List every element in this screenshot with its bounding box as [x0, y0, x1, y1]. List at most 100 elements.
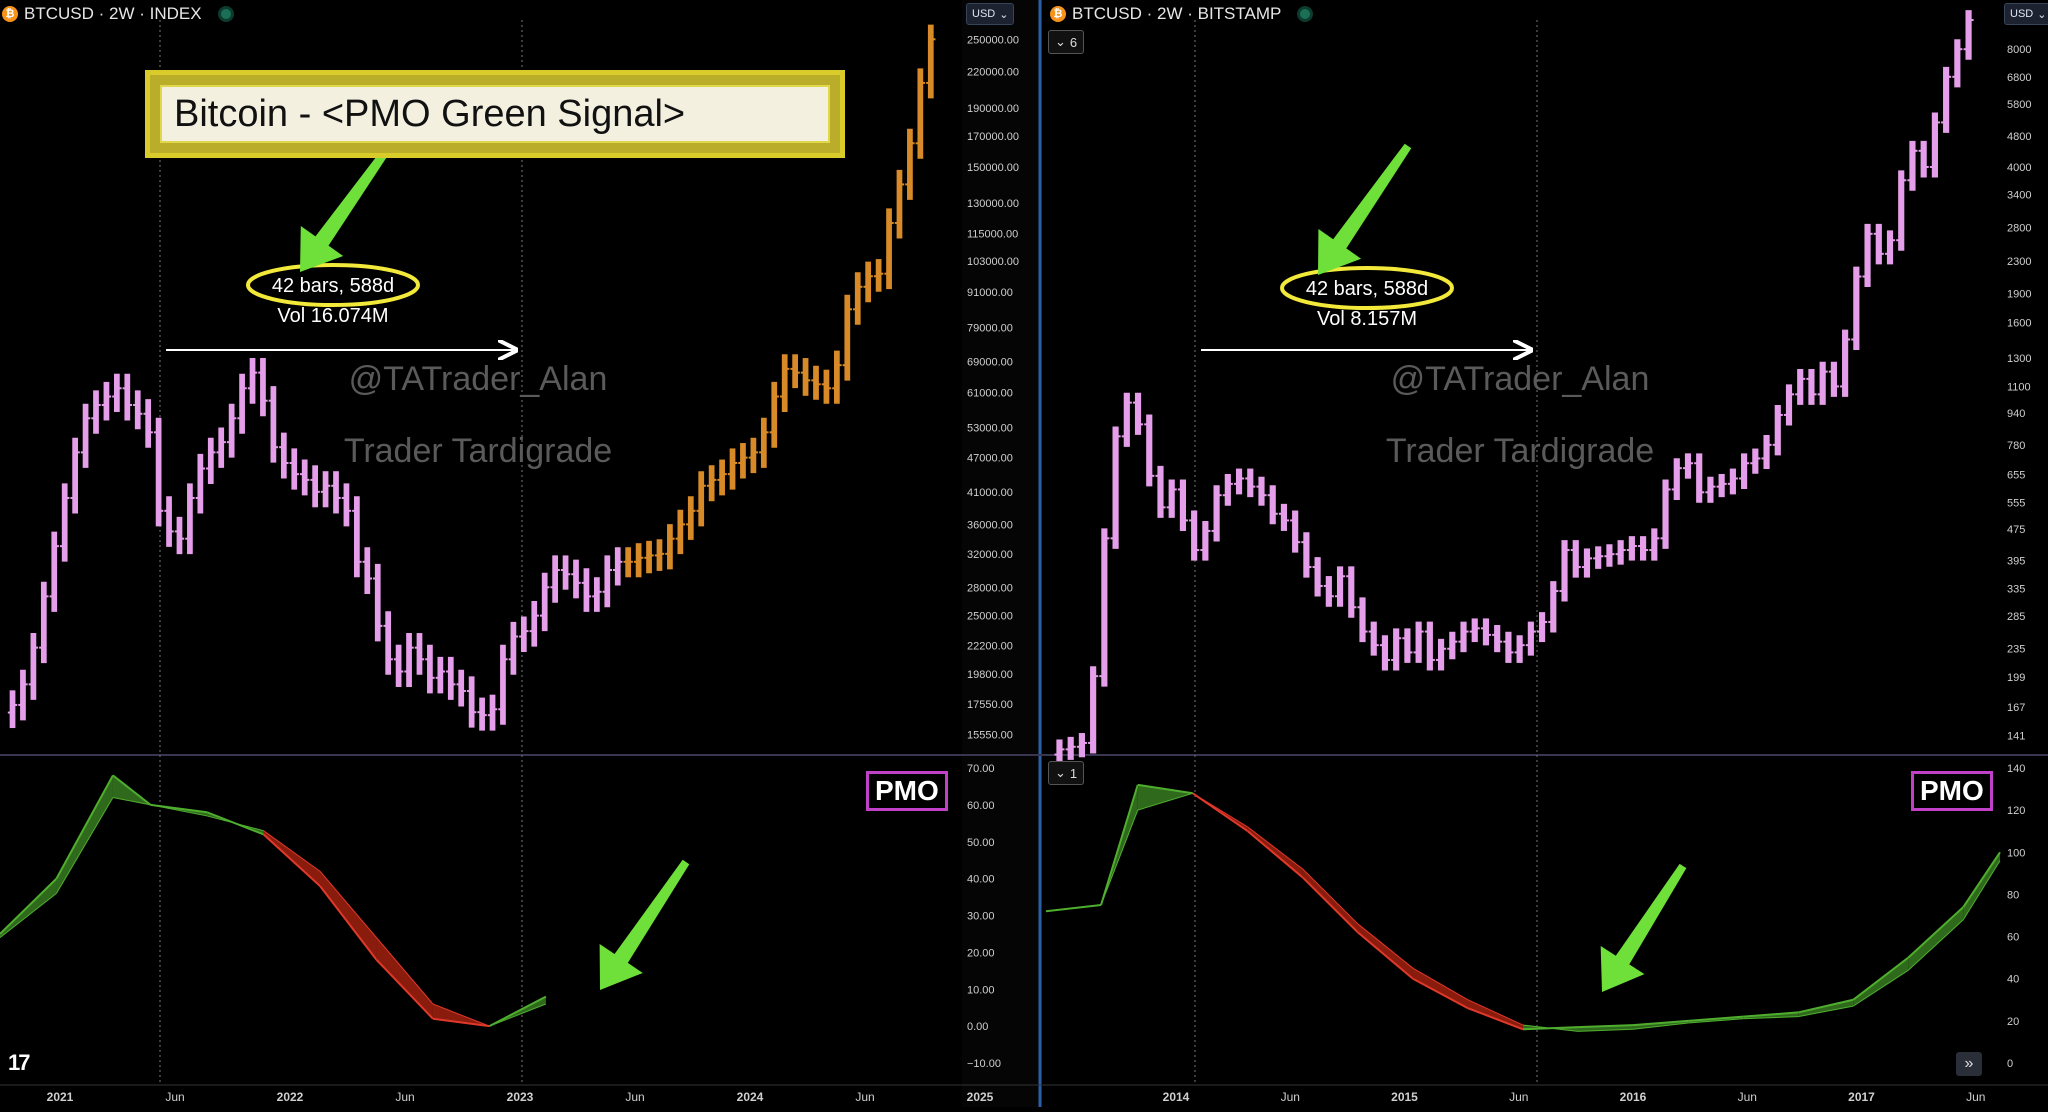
pmo-tick-label: 0.00	[967, 1021, 988, 1033]
price-bar	[1548, 581, 1559, 633]
price-bar	[133, 390, 143, 430]
green-pointer-arrow	[1600, 863, 1687, 992]
price-bar	[1559, 540, 1570, 602]
left-pmo-label: PMO	[866, 771, 948, 811]
price-tick-label: 3400	[2007, 190, 2031, 202]
pmo-line-segment	[1852, 956, 1909, 1001]
projection-bar	[894, 169, 905, 239]
projection-bar	[738, 443, 748, 479]
price-bar	[1727, 468, 1738, 495]
pmo-signal-segment	[1247, 826, 1304, 870]
price-bar	[1267, 485, 1278, 525]
price-bar	[70, 437, 80, 514]
right-currency-select[interactable]: USD ⌄	[2004, 3, 2048, 25]
pmo-signal-segment	[1688, 1018, 1744, 1024]
pmo-tick-label: 60	[2007, 932, 2019, 944]
price-bar	[1335, 566, 1346, 607]
time-tick-label: 2015	[1391, 1090, 1418, 1104]
tradingview-logo[interactable]: 17	[8, 1050, 31, 1075]
time-tick-label: Jun	[855, 1090, 874, 1104]
bitcoin-icon: ₿	[2, 6, 18, 22]
pmo-tick-label: 50.00	[967, 837, 995, 849]
pmo-tick-label: 20	[2007, 1016, 2019, 1028]
price-bar	[1918, 140, 1929, 178]
price-tick-label: 235	[2007, 644, 2025, 656]
pmo-line-segment	[1412, 977, 1469, 1010]
right-currency-label: USD	[2010, 8, 2034, 20]
right-symbol-header[interactable]: ₿ BTCUSD · 2W · BITSTAMP	[1050, 3, 1314, 25]
projection-bar	[665, 524, 675, 570]
price-bar	[1413, 621, 1424, 663]
pmo-pane-collapse-button[interactable]: ⌄ 1	[1048, 761, 1085, 785]
chevron-down-icon: ⌄	[999, 8, 1009, 21]
price-bar	[268, 386, 279, 463]
price-bar	[477, 697, 487, 731]
time-tick-label: 2024	[737, 1090, 764, 1104]
price-tick-label: 79000.00	[967, 323, 1013, 335]
market-status-icon	[217, 6, 234, 22]
price-tick-label: 32000.00	[967, 549, 1013, 561]
time-tick-label: 2014	[1163, 1090, 1190, 1104]
left-symbol-header[interactable]: ₿ BTCUSD · 2W · INDEX	[2, 3, 234, 25]
time-tick-label: 2023	[507, 1090, 534, 1104]
price-pane-count: 6	[1069, 34, 1078, 50]
price-bar	[393, 644, 404, 687]
price-bar	[1514, 635, 1525, 663]
price-tick-label: 4000	[2007, 162, 2031, 174]
price-bar	[91, 390, 101, 434]
pmo-line-segment	[1192, 792, 1249, 833]
price-bar	[1716, 473, 1727, 498]
projection-bar	[769, 381, 779, 448]
price-bar	[1189, 510, 1200, 561]
price-bar	[550, 555, 560, 603]
price-tick-label: 475	[2007, 524, 2025, 536]
price-bar	[1929, 112, 1940, 178]
price-bar	[1682, 453, 1694, 479]
pmo-band-segment	[56, 775, 113, 894]
price-bar	[1290, 510, 1301, 553]
price-bar	[1458, 621, 1469, 653]
price-bar	[1828, 361, 1839, 397]
price-bar	[1323, 576, 1334, 607]
projection-bar	[832, 350, 842, 404]
scroll-to-realtime-button[interactable]: »	[1956, 1052, 1982, 1076]
pmo-tick-label: 100	[2007, 847, 2025, 859]
price-bar	[60, 483, 70, 562]
price-bar	[466, 676, 477, 728]
time-tick-label: 2017	[1848, 1090, 1875, 1104]
price-bar	[1155, 465, 1166, 518]
price-bar	[383, 611, 393, 675]
price-bar	[613, 547, 623, 586]
price-bar	[7, 690, 18, 729]
pmo-tick-label: 40.00	[967, 874, 995, 886]
pmo-line-segment	[112, 774, 152, 806]
left-currency-label: USD	[972, 8, 996, 20]
price-bar	[425, 644, 435, 694]
chart-title: Bitcoin - <PMO Green Signal>	[160, 85, 830, 143]
price-bar	[1739, 453, 1750, 489]
price-bar	[1391, 628, 1402, 671]
price-tick-label: 15550.00	[967, 729, 1013, 741]
price-tick-label: 555	[2007, 498, 2025, 510]
left-symbol-label: BTCUSD · 2W · INDEX	[24, 4, 202, 23]
price-pane-collapse-button[interactable]: ⌄ 6	[1048, 30, 1085, 54]
price-bar	[373, 563, 383, 642]
pmo-signal-segment	[1357, 923, 1414, 969]
pmo-band-segment	[1412, 968, 1468, 1009]
projection-bar	[706, 465, 717, 502]
pmo-signal-segment	[1192, 792, 1249, 828]
price-bar	[1963, 10, 1974, 60]
projection-bar	[727, 448, 738, 490]
price-bar	[1660, 479, 1671, 549]
price-bar	[1469, 618, 1480, 643]
left-currency-select[interactable]: USD ⌄	[966, 3, 1015, 25]
pmo-line-segment	[375, 959, 434, 1020]
pmo-band-segment	[1798, 999, 1854, 1017]
time-tick-label: Jun	[1738, 1090, 1757, 1104]
price-bar	[1312, 557, 1323, 597]
price-bar	[101, 381, 112, 421]
price-bar	[195, 453, 206, 514]
price-bar	[1088, 666, 1099, 754]
price-bar	[247, 358, 258, 404]
pmo-signal-segment	[1798, 1005, 1854, 1018]
